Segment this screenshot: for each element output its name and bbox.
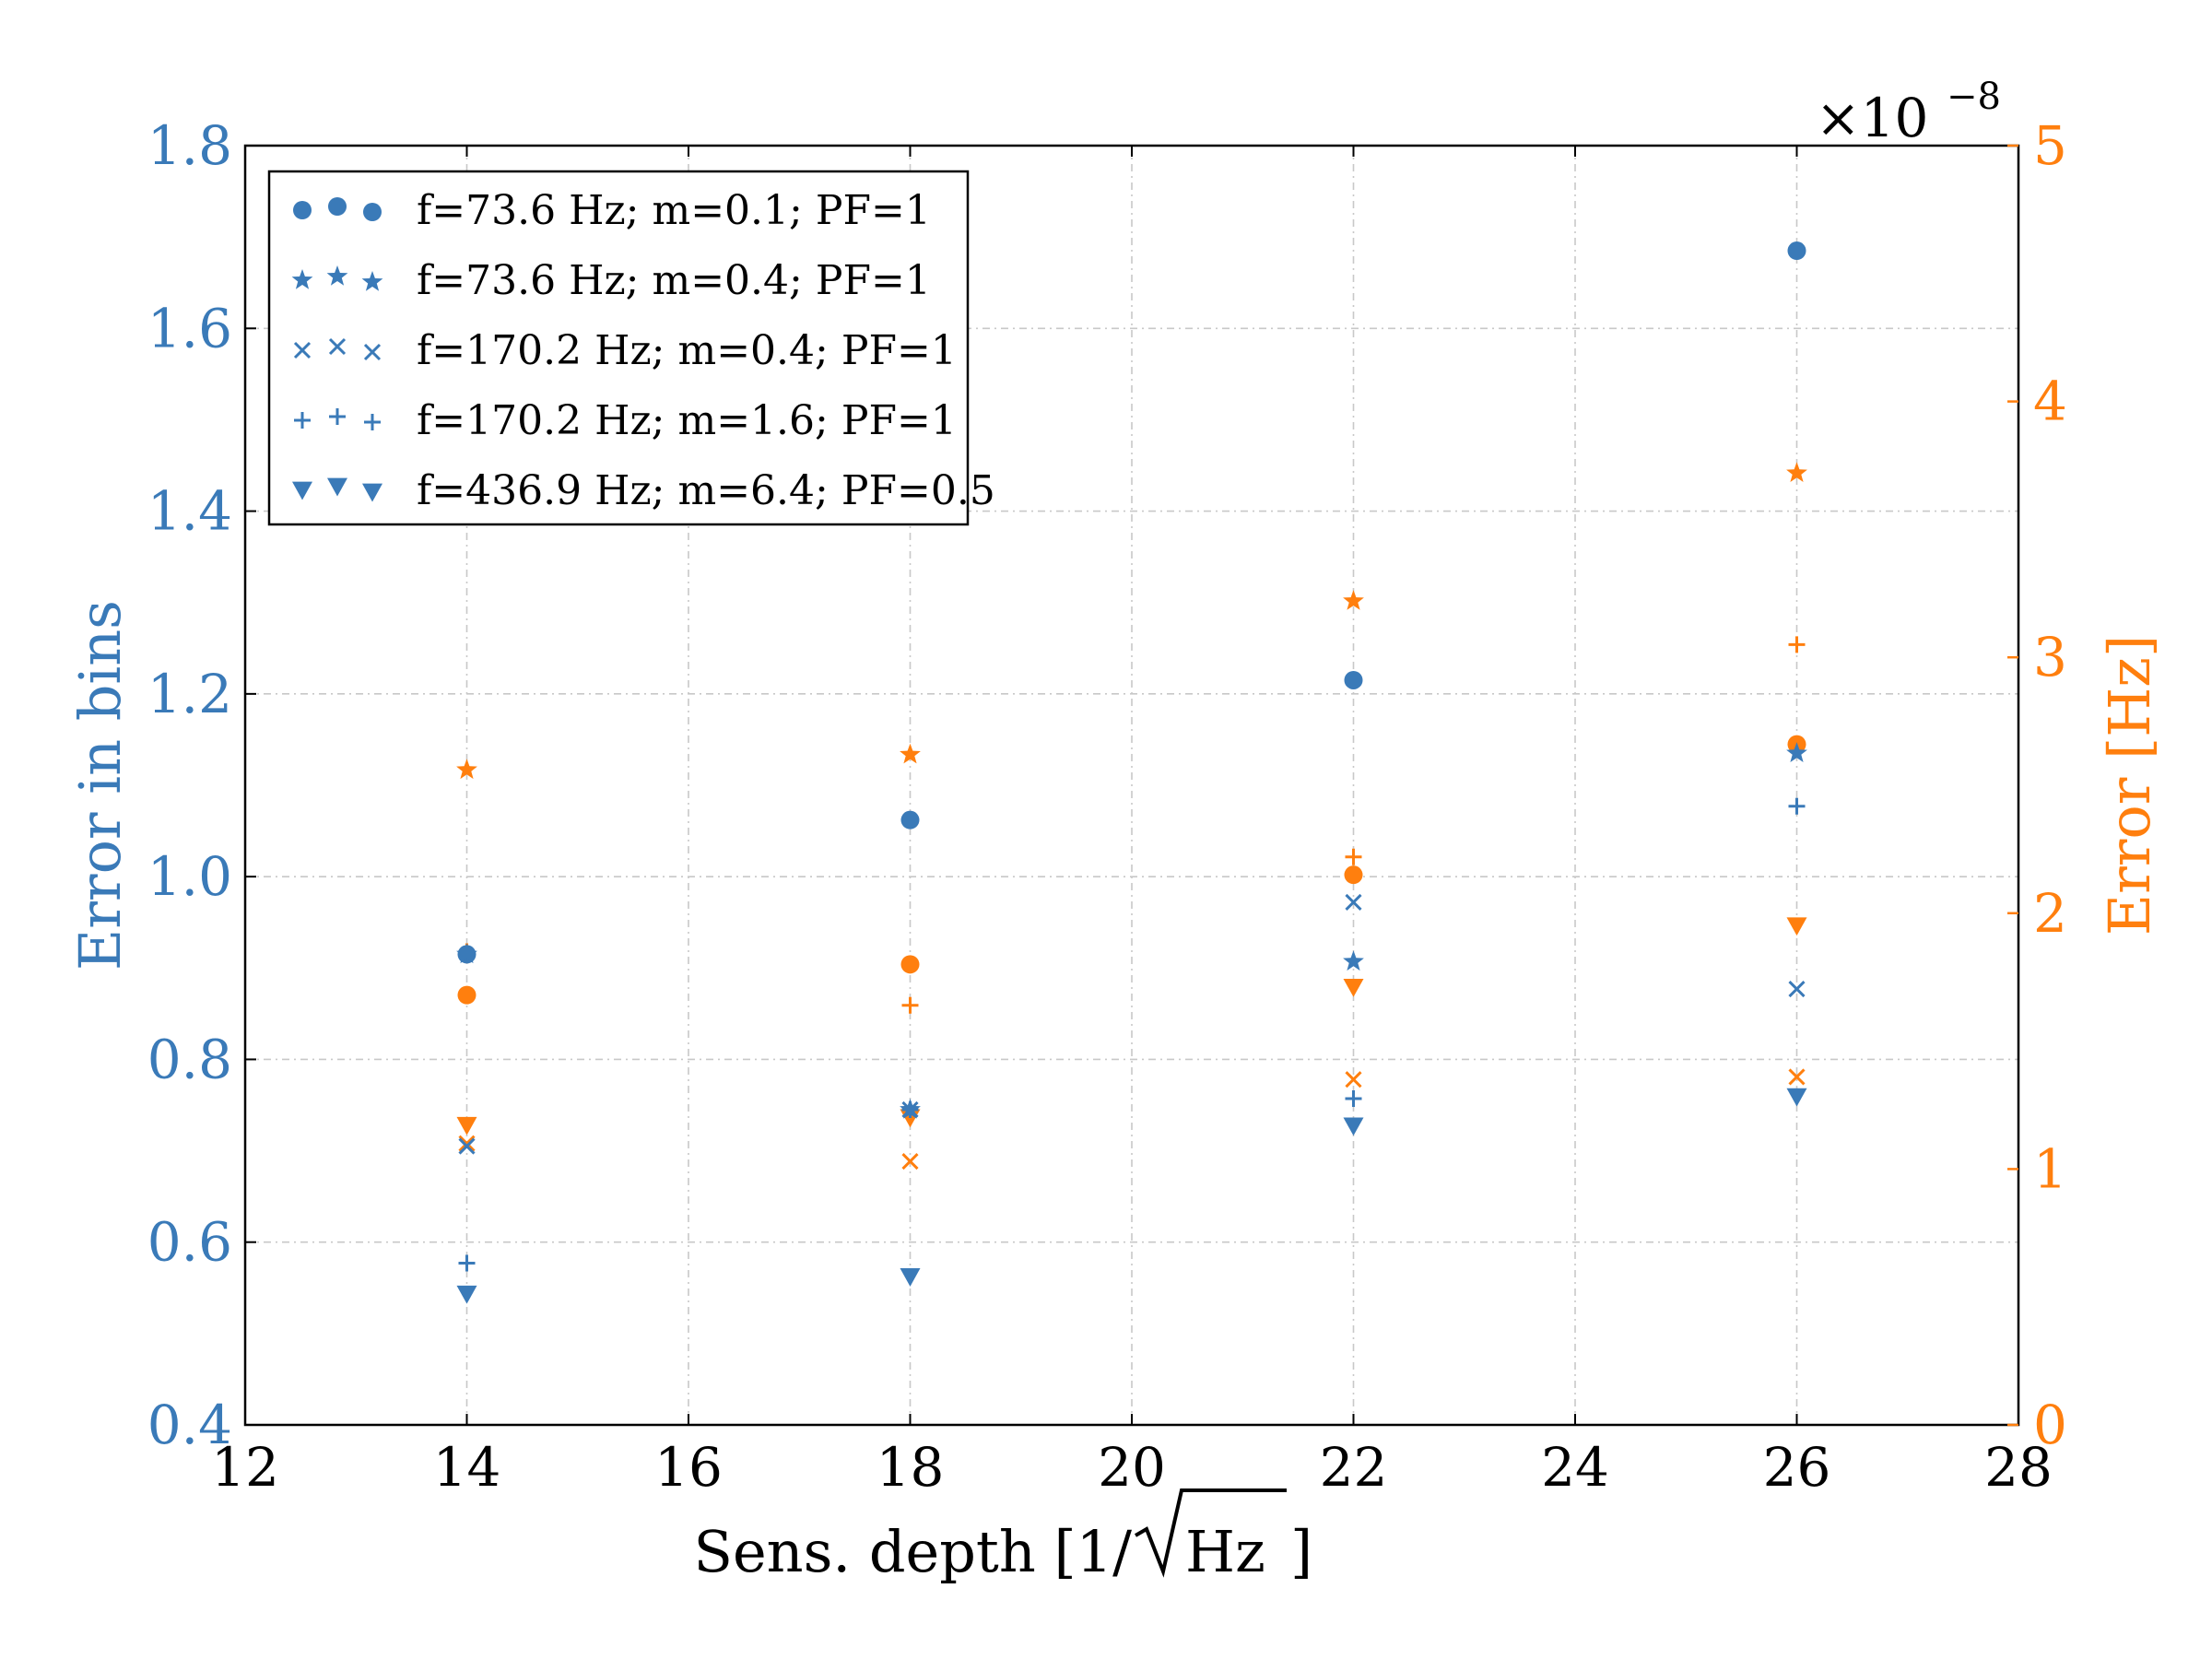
hz-point-triangle-down [1786,917,1807,936]
legend: f=73.6 Hz; m=0.1; PF=1 f=73.6 Hz; m=0.4; … [267,170,995,526]
legend-label: f=73.6 Hz; m=0.4; PF=1 [417,257,931,304]
legend-label: f=170.2 Hz; m=0.4; PF=1 [417,327,957,374]
y-right-tick-label: 1 [2033,1137,2067,1200]
legend-marker-x [328,337,347,356]
bins-point-star [1786,742,1807,762]
legend-marker-plus [294,412,311,429]
bins-point-x [1788,981,1806,998]
bins-point-star [456,943,477,964]
hz-point-x [901,1153,919,1171]
y-axis-label-right: Error [Hz] [2096,635,2163,935]
legend-marker-star [361,271,383,291]
legend-label: f=73.6 Hz; m=0.1; PF=1 [417,187,931,234]
x-tick-label: 20 [1098,1436,1166,1499]
legend-marker-x [293,341,312,359]
bins-point-plus [1345,1090,1362,1108]
y-axis-label-left: Error in bins [66,600,134,971]
right-axis-scale-factor: ×10 [1816,87,1928,149]
y-left-tick-label: 1.4 [147,480,232,543]
y-left-tick-label: 1.6 [147,297,232,359]
x-axis-label-suffix: ] [1290,1518,1312,1585]
x-tick-label: 28 [1984,1436,2053,1499]
hz-point-circle [900,955,920,974]
x-tick-label: 24 [1541,1436,1609,1499]
x-tick-label: 26 [1763,1436,1831,1499]
bins-point-triangle-down [900,1268,921,1287]
y-left-tick-label: 1.2 [147,663,232,725]
y-left-tick-label: 0.4 [147,1394,232,1456]
bins-point-circle [1344,670,1363,689]
bins-point-x [1345,893,1362,911]
hz-point-star [900,743,921,764]
legend-label: f=170.2 Hz; m=1.6; PF=1 [417,397,957,444]
bins-point-plus [901,1100,919,1118]
bins-point-triangle-down [1786,1088,1807,1107]
x-tick-label: 22 [1320,1436,1388,1499]
hz-point-x [1788,1068,1806,1086]
y-right-tick-label: 3 [2033,626,2067,688]
hz-point-plus [1345,848,1362,865]
legend-box [267,170,970,526]
bins-point-star [1343,950,1364,971]
bins-point-circle [1787,241,1806,261]
y-right-tick-label: 5 [2033,114,2067,177]
legend-marker-plus [329,408,346,425]
grid [245,146,2018,1425]
y-left-tick-label: 0.6 [147,1211,232,1274]
hz-point-x [1345,1071,1362,1088]
y-right-tick-label: 0 [2033,1394,2067,1456]
x-axis-label-radicand: Hz [1185,1518,1265,1585]
hz-point-star [1786,462,1807,482]
hz-point-triangle-down [1343,978,1364,997]
y-left-tick-label: 0.8 [147,1028,232,1090]
hz-point-triangle-down [456,1116,477,1135]
hz-point-circle [1344,865,1363,885]
x-tick-label: 16 [654,1436,723,1499]
x-tick-label: 18 [877,1436,945,1499]
legend-marker-plus [364,414,381,430]
y-right-tick-label: 2 [2033,882,2067,945]
legend-marker-circle [363,203,382,221]
legend-marker-star [326,265,348,286]
legend-marker-triangle-down [327,477,347,497]
hz-point-circle [457,985,477,1005]
legend-marker-circle [293,201,312,219]
legend-label: f=436.9 Hz; m=6.4; PF=0.5 [417,467,995,514]
legend-marker-x [363,343,382,361]
legend-marker-triangle-down [362,483,382,502]
x-axis-label: Sens. depth [1/ [694,1518,1133,1585]
x-tick-label: 12 [211,1436,279,1499]
hz-point-plus [1788,636,1806,653]
bins-point-x [458,1137,476,1155]
hz-point-x [458,1135,476,1152]
hz-point-star [1343,590,1364,610]
data-points [456,241,1807,1304]
hz-point-star [456,759,477,780]
bins-point-triangle-down [1343,1117,1364,1136]
bins-point-triangle-down [456,1285,477,1304]
ticks: 12 14 16 18 20 22 24 26 280.40.60.81.01.21.41.61… [147,114,2067,1499]
hz-point-plus [901,996,919,1014]
legend-marker-star [291,269,313,289]
bins-point-plus [1788,797,1806,815]
y-left-tick-label: 1.0 [147,845,232,908]
bins-point-plus [458,1254,476,1272]
x-tick-label: 14 [433,1436,501,1499]
bins-point-circle [900,810,920,830]
sqrt-radical [1134,1488,1287,1578]
right-axis-scale-exponent: −8 [1947,76,2001,118]
legend-marker-circle [328,197,347,216]
legend-marker-triangle-down [292,481,312,500]
y-right-tick-label: 4 [2033,371,2067,433]
y-left-tick-label: 1.8 [147,114,232,177]
